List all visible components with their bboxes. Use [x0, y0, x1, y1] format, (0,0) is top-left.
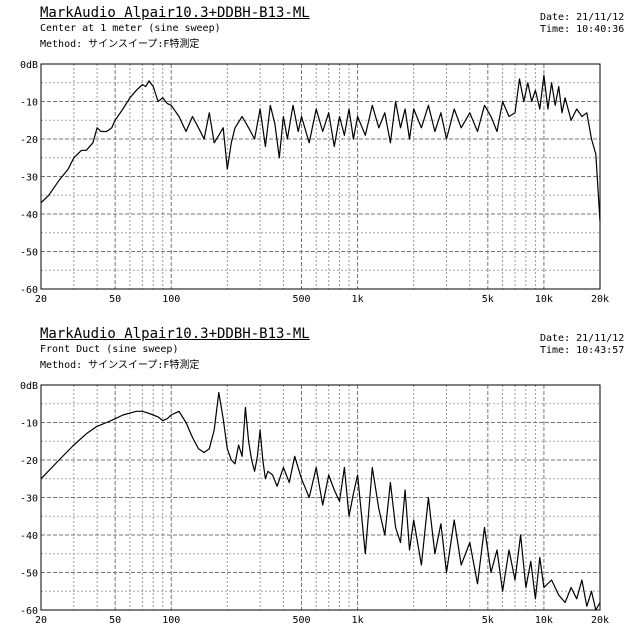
x-tick-label: 1k	[352, 615, 364, 626]
x-tick-label: 5k	[482, 615, 494, 626]
series-line	[40, 391, 601, 611]
chart-time: Time: 10:43:57	[540, 345, 625, 356]
y-tick-label: -20	[20, 456, 38, 467]
y-tick-label: -10	[20, 98, 38, 109]
x-tick-label: 20	[35, 294, 47, 305]
x-tick-label: 100	[162, 615, 180, 626]
y-tick-label: -20	[20, 135, 38, 146]
y-tick-label: -60	[20, 606, 38, 617]
x-tick-label: 500	[292, 615, 310, 626]
y-tick-label: -50	[20, 248, 38, 259]
chart-method: Method: サインスイープ:F特測定	[40, 360, 200, 371]
x-tick-label: 20	[35, 615, 47, 626]
y-tick-label: -30	[20, 494, 38, 505]
series-line	[40, 74, 601, 222]
x-tick-label: 1k	[352, 294, 364, 305]
top-chart-panel: MarkAudio Alpair10.3+DDBH-B13-ML Center …	[20, 5, 625, 305]
y-tick-label: 0dB	[20, 60, 38, 71]
x-tick-label: 100	[162, 294, 180, 305]
chart-subtitle: Front Duct (sine sweep)	[40, 344, 179, 355]
y-tick-label: -10	[20, 419, 38, 430]
chart-time: Time: 10:40:36	[540, 24, 625, 35]
y-tick-label: 0dB	[20, 381, 38, 392]
x-tick-label: 10k	[535, 615, 553, 626]
chart-date: Date: 21/11/12	[540, 333, 625, 344]
y-tick-label: -40	[20, 531, 38, 542]
plot-frame	[40, 63, 601, 290]
x-tick-label: 5k	[482, 294, 494, 305]
x-tick-label: 50	[109, 294, 121, 305]
major-grid	[40, 384, 601, 611]
y-tick-label: -60	[20, 285, 38, 296]
y-tick-label: -30	[20, 173, 38, 184]
x-tick-label: 500	[292, 294, 310, 305]
bottom-chart-panel: MarkAudio Alpair10.3+DDBH-B13-ML Front D…	[0, 321, 640, 642]
plot-frame	[40, 384, 601, 611]
y-tick-label: -40	[20, 210, 38, 221]
x-tick-label: 50	[109, 615, 121, 626]
chart-method: Method: サインスイープ:F特測定	[40, 39, 200, 50]
x-tick-label: 10k	[535, 294, 553, 305]
x-tick-label: 20k	[591, 294, 609, 305]
chart-title: MarkAudio Alpair10.3+DDBH-B13-ML	[40, 5, 310, 21]
chart-title: MarkAudio Alpair10.3+DDBH-B13-ML	[40, 326, 310, 342]
y-tick-label: -50	[20, 569, 38, 580]
x-tick-label: 20k	[591, 615, 609, 626]
chart-date: Date: 21/11/12	[540, 12, 625, 23]
chart-subtitle: Center at 1 meter (sine sweep)	[40, 23, 221, 34]
major-grid	[40, 63, 601, 290]
